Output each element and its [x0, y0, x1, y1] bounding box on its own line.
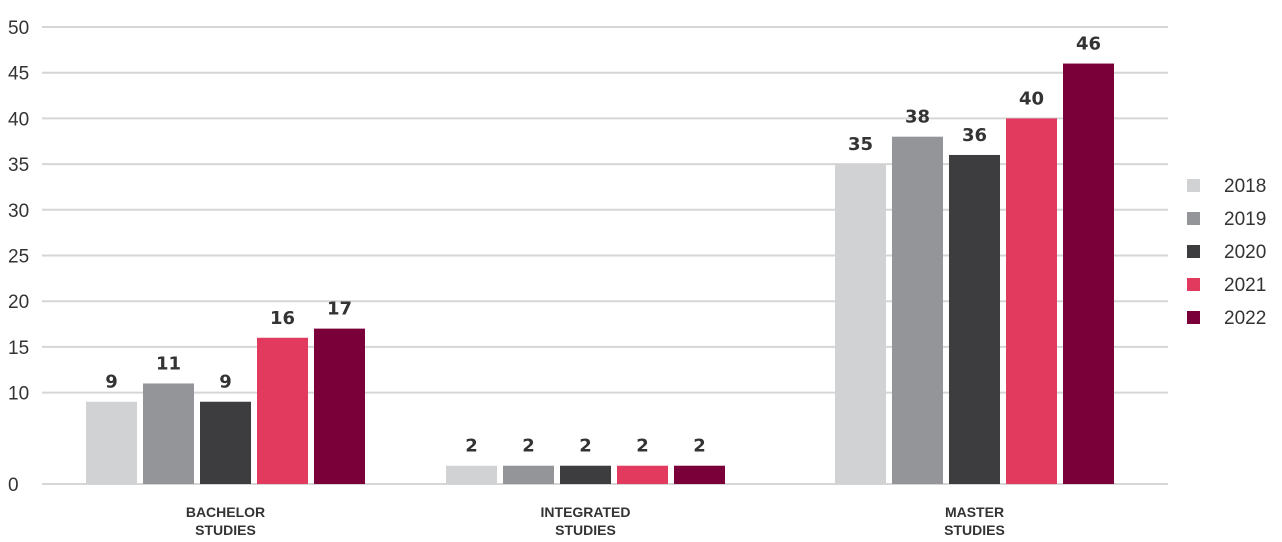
- data-label: 38: [905, 107, 930, 128]
- bars: [86, 63, 1114, 485]
- data-label: 9: [219, 372, 232, 393]
- bar-2021-0: [257, 337, 308, 484]
- data-label: 16: [270, 308, 295, 329]
- bar-2020-2: [949, 154, 1000, 484]
- category-label: BACHELOR: [186, 504, 265, 520]
- bar-2022-2: [1063, 63, 1114, 485]
- data-label: 2: [636, 436, 649, 457]
- y-tick-label: 30: [8, 201, 29, 222]
- category-label: INTEGRATED: [541, 504, 631, 520]
- data-label: 9: [105, 372, 118, 393]
- legend: 2018 2019 2020 2021 2022: [1187, 176, 1266, 329]
- legend-swatch: [1187, 212, 1200, 225]
- y-tick-label: 0: [8, 475, 19, 496]
- legend-label: 2021: [1224, 275, 1266, 296]
- data-label: 2: [465, 436, 478, 457]
- bar-2020-0: [200, 401, 251, 484]
- category-label: STUDIES: [555, 522, 616, 538]
- legend-label: 2020: [1224, 242, 1266, 263]
- bar-2021-2: [1006, 118, 1057, 485]
- y-tick-label: 15: [8, 338, 29, 359]
- category-labels: BACHELOR STUDIES INTEGRATED STUDIES MASTER ST…: [186, 504, 1005, 538]
- category-label: MASTER: [945, 504, 1004, 520]
- bar-2018-0: [86, 401, 137, 484]
- legend-label: 2019: [1224, 209, 1266, 230]
- data-label: 36: [962, 125, 987, 146]
- data-label: 46: [1076, 34, 1101, 55]
- gridlines: [42, 26, 1168, 485]
- y-tick-label: 10: [8, 384, 29, 405]
- category-label: STUDIES: [195, 522, 256, 538]
- bar-2019-2: [892, 136, 943, 484]
- legend-swatch: [1187, 311, 1200, 324]
- bar-2018-1: [446, 465, 497, 484]
- legend-swatch: [1187, 245, 1200, 258]
- y-tick-label: 50: [8, 18, 29, 39]
- bar-2022-1: [674, 465, 725, 484]
- legend-swatch: [1187, 179, 1200, 192]
- bar-2019-1: [503, 465, 554, 484]
- bar-2020-1: [560, 465, 611, 484]
- y-tick-label: 25: [8, 247, 29, 268]
- data-label: 17: [327, 299, 352, 320]
- legend-label: 2022: [1224, 308, 1266, 329]
- y-tick-label: 40: [8, 109, 29, 130]
- bar-2018-2: [835, 164, 886, 484]
- data-label: 40: [1019, 88, 1044, 109]
- bar-2021-1: [617, 465, 668, 484]
- y-tick-label: 20: [8, 292, 29, 313]
- data-label: 35: [848, 134, 873, 155]
- bar-2022-0: [314, 328, 365, 484]
- data-label: 2: [693, 436, 706, 457]
- bar-2019-0: [143, 383, 194, 484]
- category-label: STUDIES: [944, 522, 1005, 538]
- data-labels: 9 2 35 11 2 38 9 2 36 16 2 40 17 2 46: [105, 34, 1101, 457]
- data-label: 2: [522, 436, 535, 457]
- y-tick-label: 45: [8, 64, 29, 85]
- data-label: 11: [156, 353, 181, 374]
- legend-label: 2018: [1224, 176, 1266, 197]
- y-tick-label: 35: [8, 155, 29, 176]
- data-label: 2: [579, 436, 592, 457]
- y-axis-ticks: 0 10 15 20 25 30 35 40 45 50: [8, 18, 29, 496]
- legend-swatch: [1187, 278, 1200, 291]
